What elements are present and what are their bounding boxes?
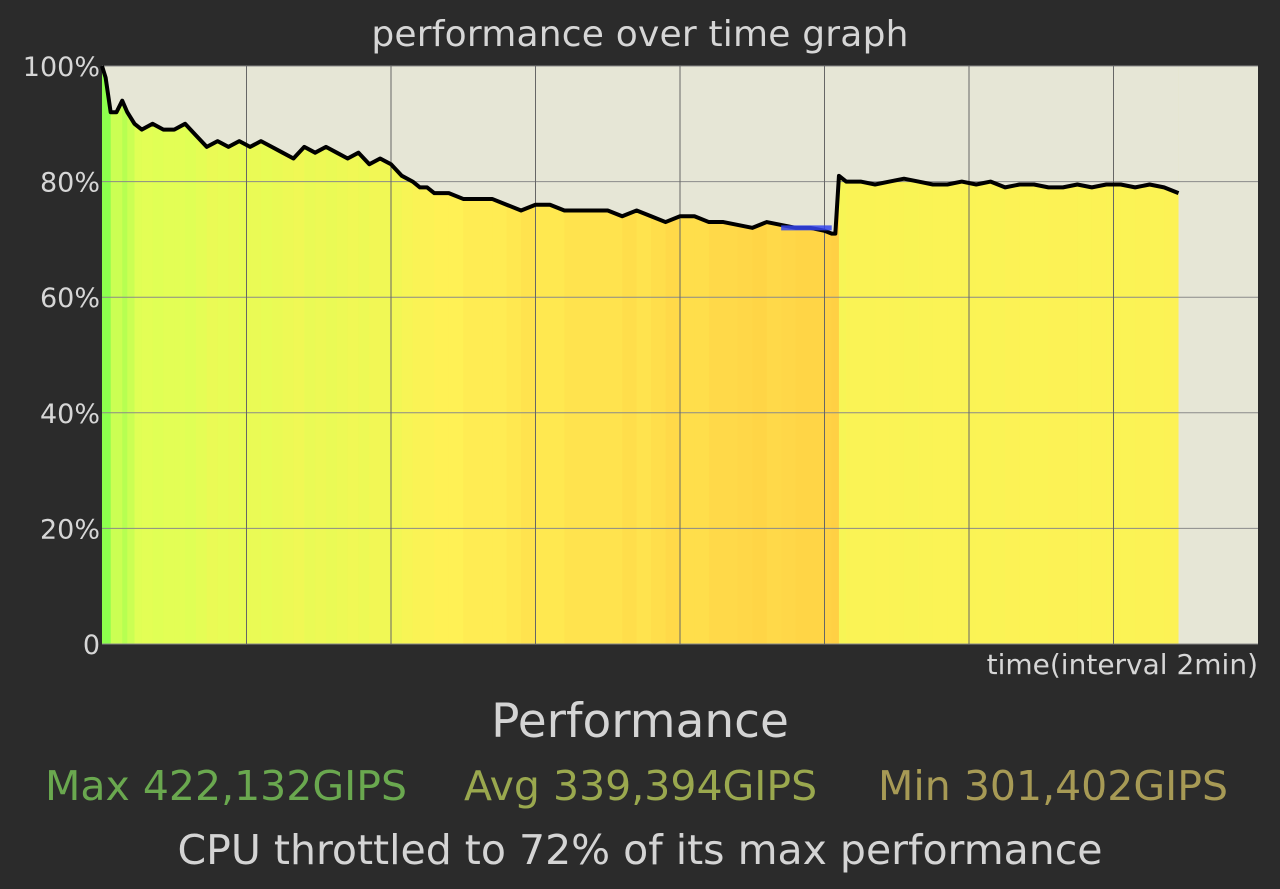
fill-strip xyxy=(448,66,464,644)
fill-strip xyxy=(1164,66,1180,644)
fill-strip xyxy=(932,66,948,644)
fill-strip xyxy=(918,66,934,644)
fill-strip xyxy=(1048,66,1064,644)
stats-row: Max 422,132GIPS Avg 339,394GIPS Min 301,… xyxy=(0,762,1280,818)
fill-strip xyxy=(152,66,165,644)
fill-strip xyxy=(185,66,197,644)
fill-strip xyxy=(110,66,118,644)
fill-strip xyxy=(315,66,327,644)
fill-strip xyxy=(228,66,240,644)
fill-strip xyxy=(1034,66,1050,644)
min-stat: Min 301,402GIPS xyxy=(878,762,1228,810)
fill-strip xyxy=(250,66,262,644)
fill-strip xyxy=(838,66,847,644)
performance-line-layer xyxy=(100,65,1180,236)
fill-strip xyxy=(163,66,175,644)
fill-strip xyxy=(304,66,316,644)
fill-strip xyxy=(134,66,143,644)
fill-strip xyxy=(347,66,360,644)
fill-strip xyxy=(358,66,370,644)
fill-strip xyxy=(127,66,136,644)
fill-strip xyxy=(831,66,836,644)
y-tick-label: 40% xyxy=(40,399,100,430)
fill-strip xyxy=(141,66,154,644)
fill-strip xyxy=(122,66,128,644)
fill-strip xyxy=(325,66,338,644)
fill-strip xyxy=(391,66,403,644)
fill-strip xyxy=(860,66,876,644)
x-axis-title: time(interval 2min) xyxy=(986,648,1258,681)
max-stat: Max 422,132GIPS xyxy=(45,762,407,810)
fill-strip xyxy=(1120,66,1136,644)
fill-strip xyxy=(824,66,833,644)
fill-strip xyxy=(477,66,493,644)
fill-strip xyxy=(947,66,963,644)
fill-strip xyxy=(369,66,381,644)
performance-fill-area xyxy=(102,66,1258,644)
fill-strip xyxy=(1149,66,1165,644)
empty-plot-region xyxy=(1178,66,1258,644)
gridlines xyxy=(102,65,1258,645)
max-value: 422,132GIPS xyxy=(142,762,407,810)
fill-strip xyxy=(195,66,208,644)
fill-strip xyxy=(271,66,284,644)
chart-title: performance over time graph xyxy=(371,14,909,55)
area-above-line xyxy=(102,66,1179,234)
throttle-summary: CPU throttled to 72% of its max performa… xyxy=(177,826,1103,874)
fill-strip xyxy=(419,66,428,644)
fill-strip xyxy=(492,66,508,644)
y-tick-label: 100% xyxy=(23,52,100,83)
max-label: Max xyxy=(45,762,130,810)
fill-strip xyxy=(1077,66,1093,644)
y-tick-label: 0 xyxy=(83,630,100,661)
fill-strip xyxy=(1019,66,1035,644)
y-tick-label: 80% xyxy=(40,168,100,199)
fill-strip xyxy=(835,66,840,644)
fill-strip xyxy=(282,66,295,644)
performance-chart: 0 20% 40% 60% 80% 100% xyxy=(23,52,1258,661)
min-label: Min xyxy=(878,762,951,810)
fill-strip xyxy=(380,66,392,644)
fill-strip xyxy=(535,66,551,644)
performance-section-title: Performance xyxy=(491,694,789,749)
y-axis-ticks: 0 20% 40% 60% 80% 100% xyxy=(23,52,100,661)
fill-strip xyxy=(875,66,891,644)
fill-strip xyxy=(412,66,421,644)
fill-strip xyxy=(434,66,450,644)
fill-strip xyxy=(1062,66,1078,644)
fill-strip xyxy=(990,66,1006,644)
fill-strip xyxy=(401,66,414,644)
fill-strip xyxy=(260,66,273,644)
avg-stat: Avg 339,394GIPS xyxy=(464,762,817,810)
fill-strip xyxy=(846,66,862,644)
fill-strip xyxy=(463,66,479,644)
y-tick-label: 20% xyxy=(40,514,100,545)
avg-label: Avg xyxy=(464,762,540,810)
y-tick-label: 60% xyxy=(40,283,100,314)
fill-strip xyxy=(1005,66,1021,644)
fill-strip xyxy=(889,66,905,644)
fill-strip xyxy=(293,66,305,644)
avg-value: 339,394GIPS xyxy=(552,762,818,810)
fill-strip xyxy=(1091,66,1107,644)
fill-strip xyxy=(336,66,349,644)
fill-strip xyxy=(976,66,992,644)
min-value: 301,402GIPS xyxy=(963,762,1228,810)
fill-strip xyxy=(116,66,123,644)
fill-strip xyxy=(903,66,920,644)
fill-strip xyxy=(1135,66,1151,644)
fill-strip xyxy=(102,66,107,644)
performance-line xyxy=(100,65,1180,236)
fill-strip xyxy=(174,66,186,644)
fill-strip xyxy=(206,66,219,644)
fill-strip xyxy=(427,66,435,644)
fill-strip xyxy=(105,66,112,644)
fill-strip xyxy=(217,66,230,644)
fill-strip xyxy=(239,66,251,644)
